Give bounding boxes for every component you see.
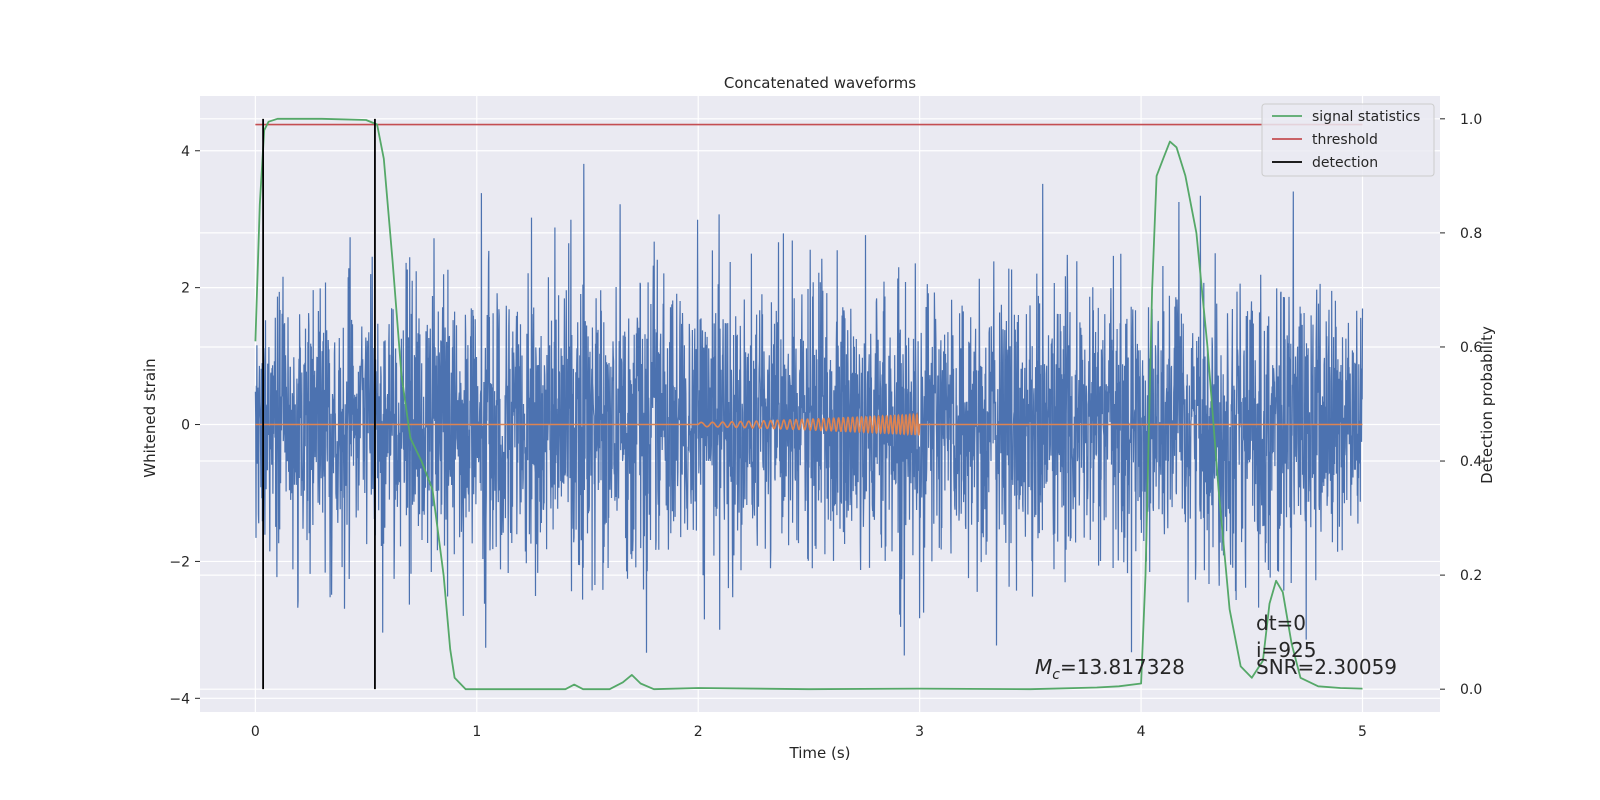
y-axis-label: Whitened strain xyxy=(141,358,159,477)
chart-title: Concatenated waveforms xyxy=(724,74,916,92)
annotations: Mc=13.817328 dt=0 i=925 SNR=2.30059 xyxy=(1035,611,1397,683)
strain-series xyxy=(254,163,1364,656)
snr-annotation: SNR=2.30059 xyxy=(1256,655,1397,679)
y-tick-label: −4 xyxy=(169,691,190,707)
legend: signal statistics threshold detection xyxy=(1261,103,1435,177)
legend-label-signal-statistics: signal statistics xyxy=(1312,109,1420,125)
x-tick-label: 0 xyxy=(251,724,260,740)
y-tick-label: 2 xyxy=(181,281,190,297)
x-tick-label: 3 xyxy=(915,724,924,740)
dt-annotation: dt=0 xyxy=(1256,611,1306,635)
index-annotation: i=925 xyxy=(1256,638,1317,662)
y-right-tick-label: 0.4 xyxy=(1460,454,1482,470)
legend-label-threshold: threshold xyxy=(1312,132,1378,148)
x-tick-label: 1 xyxy=(472,724,481,740)
signal-statistics-line xyxy=(254,117,1363,691)
y-axis-right-label: Detection probability xyxy=(1478,326,1496,484)
y-tick-label: 0 xyxy=(181,418,190,434)
y-right-tick-label: 1.0 xyxy=(1460,112,1482,128)
x-tick-label: 4 xyxy=(1137,724,1146,740)
chirp-mass-annotation: Mc=13.817328 xyxy=(1035,655,1185,683)
template-series xyxy=(255,412,1363,437)
x-tick-label: 5 xyxy=(1358,724,1367,740)
legend-label-detection: detection xyxy=(1312,155,1378,171)
chirp-mass-subscript: c xyxy=(1052,667,1060,683)
y-right-tick-label: 0.2 xyxy=(1460,568,1482,584)
y-right-tick-label: 0.0 xyxy=(1460,682,1482,698)
y-right-tick-label: 0.6 xyxy=(1460,340,1482,356)
chirp-mass-value: =13.817328 xyxy=(1060,655,1185,679)
chirp-mass-symbol: M xyxy=(1035,655,1052,679)
y-right-tick-label: 0.8 xyxy=(1460,226,1482,242)
x-tick-label: 2 xyxy=(694,724,703,740)
ticks: 0 1 2 3 4 5 −4 −2 0 2 4 0.0 0.2 0.4 0.6 0.8 1.0 xyxy=(169,112,1482,740)
y-tick-label: −2 xyxy=(169,554,190,570)
x-axis-label: Time (s) xyxy=(789,744,851,762)
legend-box xyxy=(1261,103,1435,177)
series-layer xyxy=(254,117,1364,691)
y-tick-label: 4 xyxy=(181,144,190,160)
